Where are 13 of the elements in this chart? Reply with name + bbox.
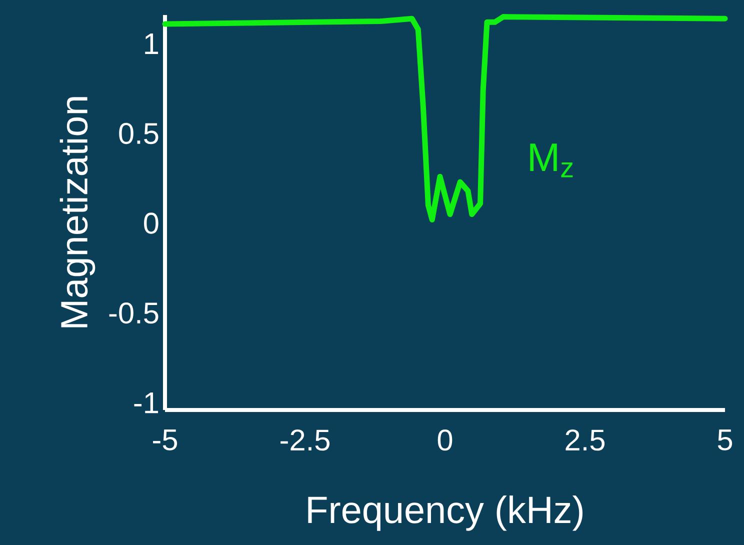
series-label: M$_{z}$ — [530, 144, 573, 178]
y-tick-label: 0.5 — [119, 122, 158, 144]
y-axis-title: Magnetization — [60, 97, 96, 328]
x-tick-label: 0 — [438, 430, 452, 451]
x-tick-label: 5 — [718, 430, 732, 450]
y-tick-label: 1 — [145, 33, 158, 54]
x-tick-label: 2.5 — [566, 430, 605, 451]
x-tick-label: -5 — [153, 430, 178, 450]
x-tick-label: -2.5 — [280, 430, 330, 451]
y-tick-label: -0.5 — [109, 302, 158, 324]
x-axis-title: Frequency (kHz) — [308, 496, 582, 531]
y-tick-label: -1 — [134, 392, 158, 414]
y-tick-label: 0 — [144, 212, 158, 234]
